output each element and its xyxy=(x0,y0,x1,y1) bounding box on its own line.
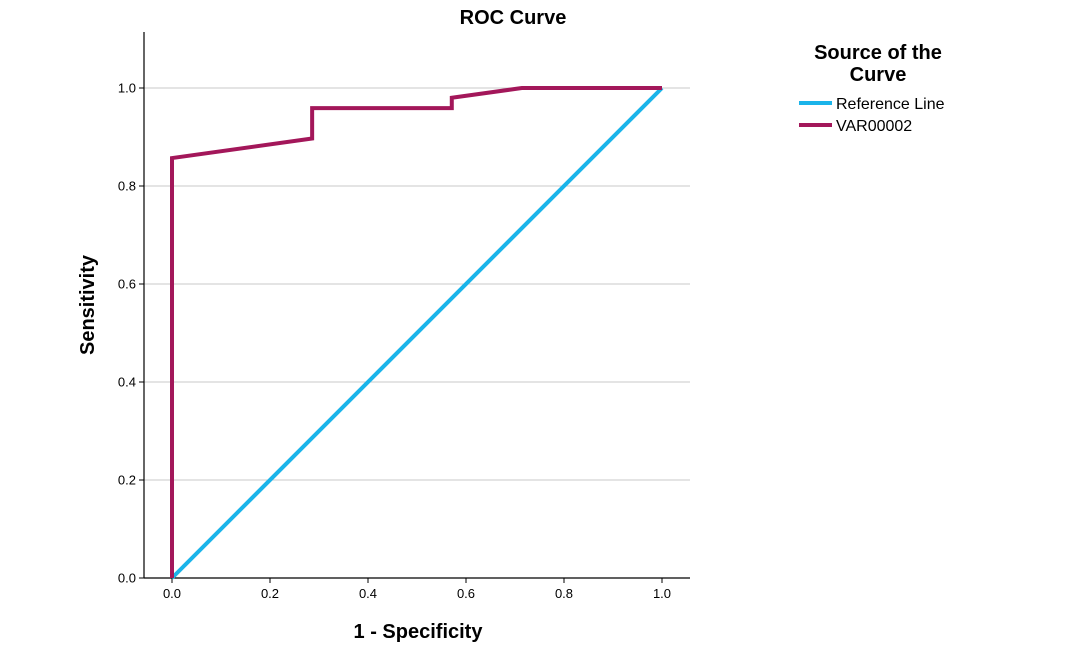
x-tick-label-1: 0.2 xyxy=(261,586,279,601)
legend-label-var00002: VAR00002 xyxy=(836,118,912,135)
y-tick-label-0: 0.0 xyxy=(118,571,136,586)
series-line-var00002 xyxy=(170,86,662,578)
y-tick-label-1: 0.2 xyxy=(118,473,136,488)
series-lines xyxy=(170,86,664,580)
y-tick-label-2: 0.4 xyxy=(118,375,136,390)
y-axis-title: Sensitivity xyxy=(77,254,99,355)
legend-title-line-2: Curve xyxy=(850,64,907,86)
x-tick-label-2: 0.4 xyxy=(359,586,377,601)
x-tick-label-3: 0.6 xyxy=(457,586,475,601)
x-tick-label-5: 1.0 xyxy=(653,586,671,601)
grid-lines xyxy=(144,87,690,481)
y-tick-label-5: 1.0 xyxy=(118,81,136,96)
axis-ticks: 0.0 0.2 0.4 0.6 0.8 1.0 0.0 0.2 0.4 0.6 0.8 1.0 xyxy=(118,81,671,602)
y-tick-label-3: 0.6 xyxy=(118,277,136,292)
legend-label-reference-line: Reference Line xyxy=(836,96,945,113)
x-tick-label-4: 0.8 xyxy=(555,586,573,601)
chart-title: ROC Curve xyxy=(460,7,567,29)
series-line-reference-line xyxy=(170,86,664,580)
legend: Source of the Curve Reference Line VAR00… xyxy=(799,42,945,135)
y-tick-label-4: 0.8 xyxy=(118,179,136,194)
x-axis-title: 1 - Specificity xyxy=(354,621,484,643)
x-tick-label-0: 0.0 xyxy=(163,586,181,601)
legend-title-line-1: Source of the xyxy=(814,42,942,64)
